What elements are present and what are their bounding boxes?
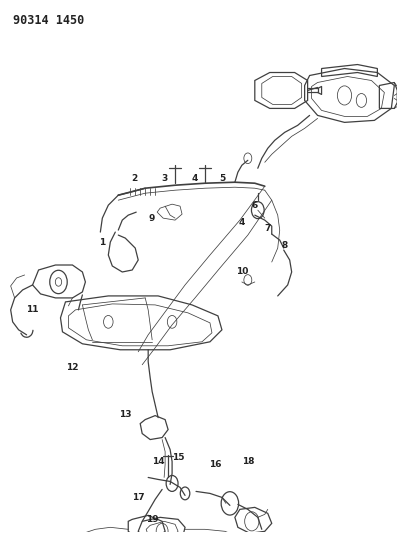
Text: 19: 19 bbox=[146, 515, 158, 524]
Text: 4: 4 bbox=[192, 174, 198, 183]
Text: 12: 12 bbox=[66, 363, 79, 372]
Text: 1: 1 bbox=[99, 238, 105, 247]
Text: 17: 17 bbox=[132, 493, 144, 502]
Text: 6: 6 bbox=[252, 200, 258, 209]
Text: 10: 10 bbox=[236, 268, 248, 277]
Text: 2: 2 bbox=[131, 174, 137, 183]
Text: 9: 9 bbox=[149, 214, 155, 223]
Text: 18: 18 bbox=[242, 457, 254, 466]
Text: 16: 16 bbox=[209, 460, 221, 469]
Text: 15: 15 bbox=[172, 453, 184, 462]
Text: 7: 7 bbox=[265, 224, 271, 232]
Text: 4: 4 bbox=[239, 217, 245, 227]
Text: 11: 11 bbox=[26, 305, 39, 314]
Text: 3: 3 bbox=[161, 174, 167, 183]
Text: 8: 8 bbox=[281, 240, 288, 249]
Text: 90314 1450: 90314 1450 bbox=[13, 14, 84, 27]
Text: 14: 14 bbox=[152, 457, 164, 466]
Text: 5: 5 bbox=[219, 174, 225, 183]
Text: 13: 13 bbox=[119, 410, 131, 419]
